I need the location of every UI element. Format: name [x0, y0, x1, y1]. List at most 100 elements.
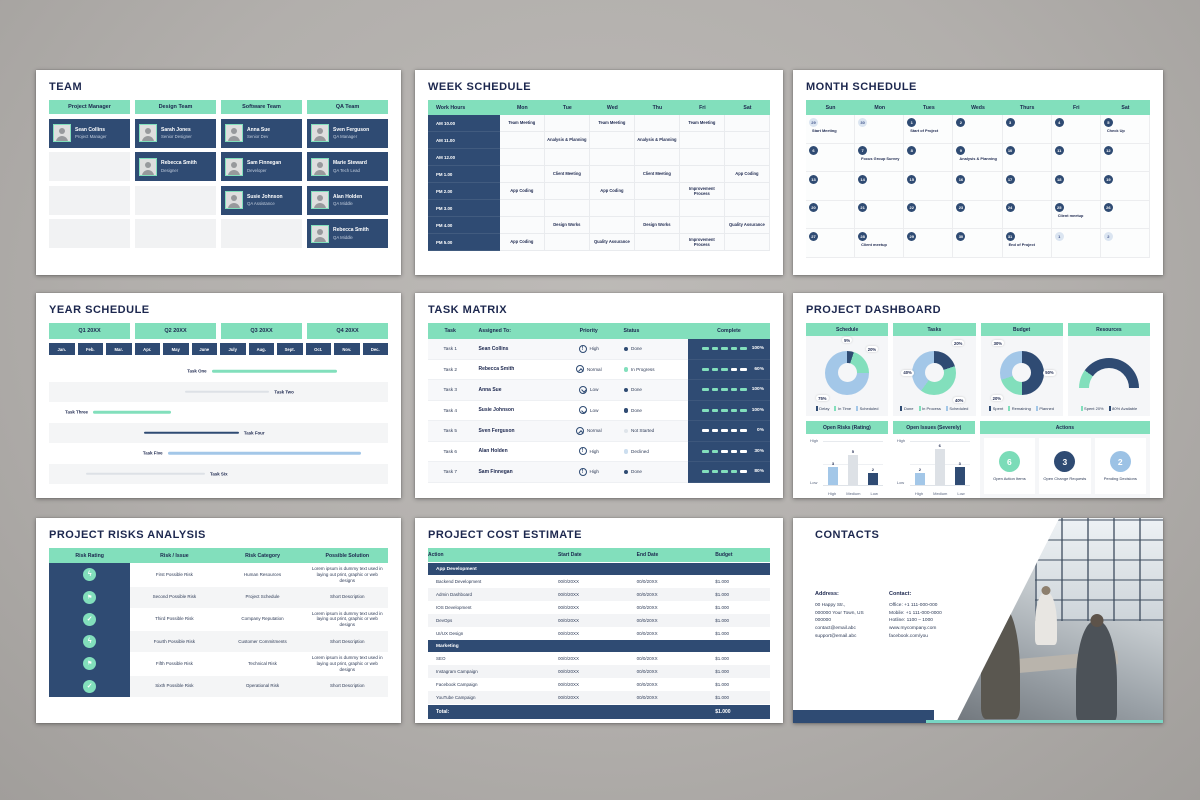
- weekday-header: Weds: [971, 104, 985, 111]
- task-priority: Normal: [557, 360, 620, 380]
- bar-chart-card: Open Risks (Rating) High Low 3 5: [806, 421, 888, 498]
- chart-legend: Done In Process Scheduled: [900, 406, 968, 413]
- task-priority: High: [557, 339, 620, 360]
- slide-title: TASK MATRIX: [428, 304, 508, 316]
- schedule-cell: Client Meeting: [634, 166, 680, 183]
- legend-color-chip: [834, 406, 837, 411]
- cost-budget: $1.000: [715, 630, 730, 636]
- member-role: Project Manager: [75, 134, 107, 140]
- progress-dash: [730, 347, 738, 351]
- progress-dash: [711, 470, 719, 474]
- member-photo: [139, 157, 157, 176]
- task-status: Done: [619, 401, 688, 421]
- member-card: Anna Sue Senior Dev: [221, 118, 302, 148]
- slide-title: PROJECT DASHBOARD: [806, 304, 942, 316]
- cost-budget: $1.000: [715, 669, 730, 675]
- action-label: Open Change Requests: [1043, 476, 1087, 481]
- day-number: 27: [809, 231, 818, 241]
- legend-label: Delay: [819, 406, 830, 411]
- contact-line: Mobile: +1 111-000-0000: [889, 610, 942, 616]
- day-cell: 29 Start Meeting: [806, 115, 856, 144]
- member-name: Marie Steward: [333, 160, 367, 167]
- progress-dash: [740, 449, 747, 453]
- day-cell: 25 Client meetup: [1051, 200, 1101, 230]
- donut-percent-label: 40%: [901, 369, 914, 376]
- time-cell: AM 12.00: [428, 149, 500, 166]
- cost-start-date: 00/0/20XX: [557, 682, 579, 688]
- schedule-cell: [724, 132, 770, 149]
- day-number: 29: [907, 231, 917, 241]
- task-header-cell: Status: [623, 328, 640, 334]
- legend-item: Scheduled: [856, 406, 879, 411]
- member-photo: [53, 124, 71, 142]
- month-pill: June: [191, 343, 217, 355]
- day-number: 19: [1103, 174, 1113, 184]
- progress-dash: [730, 470, 738, 474]
- bar: [914, 473, 925, 485]
- day-number: 9: [956, 146, 966, 156]
- day-number: 14: [858, 174, 868, 184]
- schedule-cell: [589, 200, 635, 217]
- member-role: QA Tech Lead: [333, 167, 360, 173]
- day-event: Focus Group Survey: [861, 156, 900, 162]
- day-cell: 2: [953, 115, 1003, 144]
- task-assignee: Susie Johnson: [472, 401, 558, 421]
- bar-column: 3: [827, 461, 838, 485]
- day-number: 3: [1005, 117, 1015, 127]
- slide-team: TEAM Project Manager Sean Collins Projec…: [36, 70, 401, 275]
- schedule-cell: [634, 183, 680, 200]
- cost-section-rows: Backend Development 00/0/20XX 00/0/20XX …: [428, 575, 770, 639]
- day-number: 21: [858, 203, 868, 213]
- legend-label: Spent: [992, 406, 1004, 411]
- cost-row: IOS Development 00/0/20XX 00/0/20XX $1.0…: [428, 601, 770, 614]
- week-row: AM 12.00: [428, 149, 770, 166]
- progress-dash: [702, 367, 709, 371]
- day-number: 2: [956, 117, 966, 127]
- bar-category: Medium: [933, 491, 948, 496]
- task-status: Not Started: [619, 421, 688, 442]
- legend-item: Spent 20%: [1080, 406, 1104, 411]
- actions-body: 6 Open Action Items 3 Open Change Reques…: [979, 434, 1150, 498]
- day-number: 26: [1103, 203, 1113, 213]
- total-label: Total:: [436, 709, 450, 716]
- legend-label: Scheduled: [859, 406, 879, 411]
- member-info: Sarah Jones Senior Designer: [161, 127, 192, 140]
- progress-dash: [740, 470, 747, 474]
- day-cell: 15: [904, 172, 954, 201]
- address-line: 000000: [815, 618, 832, 624]
- card-body: Spent 20% 80% Available: [1067, 336, 1150, 416]
- resources-gauge: [1078, 357, 1139, 388]
- slide-week-schedule: WEEK SCHEDULE Work Hours Mon Tue Wed Thu Fri S…: [415, 70, 783, 275]
- photo-person: [1034, 591, 1058, 646]
- progress-dash: [740, 429, 747, 433]
- member-info: Rebecca Smith QA Middle: [333, 227, 369, 240]
- risk-rating-cell: [49, 586, 131, 608]
- team-org-chart: Project Manager Sean Collins Project Man…: [49, 100, 388, 248]
- task-assignee: Sven Ferguson: [472, 421, 558, 442]
- status-dot: [623, 469, 628, 474]
- week-row: PM 1.00 Client Meeting Client Meeting App …: [428, 166, 770, 183]
- month-pill: Sept.: [277, 343, 303, 355]
- day-event: Client meetup: [1057, 213, 1084, 219]
- progress-dash: [711, 347, 719, 351]
- member-photo: [139, 124, 157, 142]
- bar-chart-card: Open Issues (Severely) High Low 2 6: [892, 421, 975, 498]
- slide-year-schedule: YEAR SCHEDULE Q1 20XX Q2 20XX Q3 20XX Q4 20…: [36, 293, 401, 498]
- cost-budget: $1.000: [715, 604, 730, 610]
- risk-rating-icon: [83, 590, 97, 604]
- gantt-task-label: Task Six: [210, 471, 228, 477]
- gantt-row: Task Six: [49, 463, 388, 484]
- day-number: 16: [956, 174, 966, 184]
- cost-header-start: Start Date: [557, 552, 582, 558]
- day-cell: 27: [806, 229, 856, 258]
- weekday-header: Tues: [922, 104, 935, 111]
- weekday-header: Fri: [1072, 104, 1080, 111]
- week-row: PM 5.00 App Coding Quality Assurance Impro…: [428, 234, 770, 251]
- priority-icon: [578, 344, 587, 353]
- progress-dash: [730, 429, 738, 433]
- cost-budget: $1.000: [715, 617, 730, 623]
- legend-label: Remaining: [1011, 406, 1031, 411]
- day-number: 6: [809, 146, 818, 156]
- complete-percent: 100%: [751, 407, 764, 413]
- cost-header-row: Action Start Date End Date Budget: [428, 548, 770, 562]
